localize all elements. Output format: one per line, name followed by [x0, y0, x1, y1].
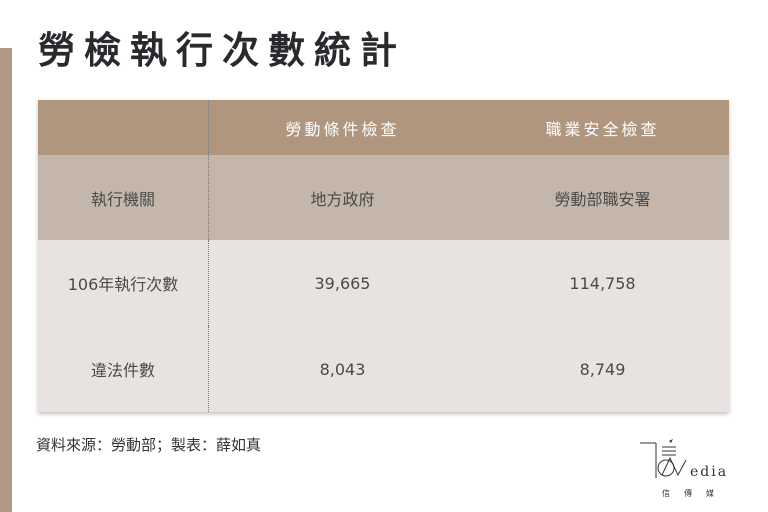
header-cell — [38, 100, 208, 155]
svg-text:edia: edia — [690, 464, 728, 480]
source-note: 資料來源：勞動部；製表：薛如真 — [36, 436, 262, 454]
table-cell: 勞動部職安署 — [554, 189, 651, 209]
header-cell: 勞動條件檢查 — [208, 100, 476, 155]
header-cell: 職業安全檢查 — [545, 119, 660, 139]
table-cell: 地方政府 — [208, 155, 476, 240]
table-header-row: 勞動條件檢查 職業安全檢查 — [38, 100, 729, 156]
media-logo: edia 信傳媒 — [640, 439, 728, 498]
page-title: 勞檢執行次數統計 — [38, 29, 406, 72]
table-row: 106年執行次數 39,665 114,758 — [38, 240, 729, 326]
left-accent-bar — [0, 48, 12, 512]
table-cell: 39,665 — [208, 240, 476, 326]
table-row: 違法件數 8,043 8,749 — [38, 326, 729, 412]
row-label: 違法件數 — [90, 361, 155, 380]
table-row: 執行機關 地方政府 勞動部職安署 — [38, 155, 729, 240]
stats-table: 勞動條件檢查 職業安全檢查 執行機關 地方政府 勞動部職安署 106年執行次數 … — [38, 100, 729, 412]
table-cell: 8,043 — [208, 326, 476, 412]
row-label: 106年執行次數 — [67, 275, 179, 294]
svg-text:信傳媒: 信傳媒 — [662, 488, 728, 498]
table-cell: 8,749 — [579, 359, 626, 379]
table-cell: 114,758 — [569, 273, 636, 293]
row-label: 執行機關 — [90, 189, 155, 209]
